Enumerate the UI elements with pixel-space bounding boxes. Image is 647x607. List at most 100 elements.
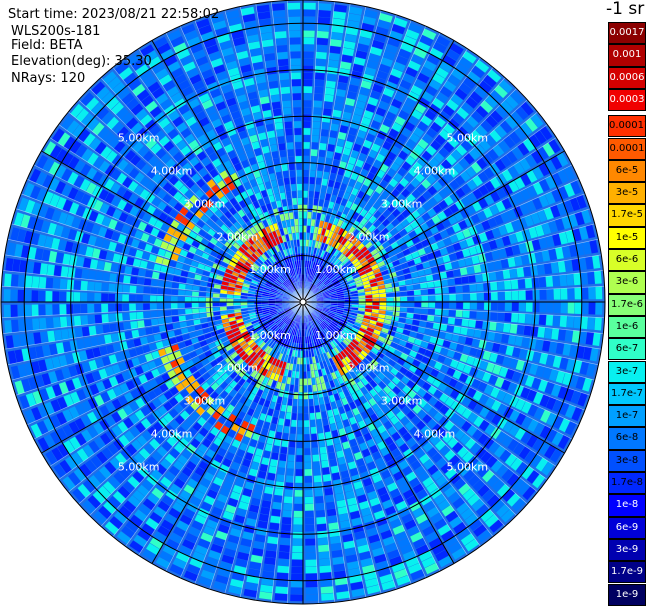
range-gate-cell (372, 403, 381, 413)
range-gate-cell (380, 227, 389, 236)
range-gate-cell (319, 284, 326, 290)
range-gate-cell (414, 226, 423, 235)
range-gate-cell (312, 447, 319, 455)
range-gate-cell (336, 345, 343, 353)
range-gate-cell (378, 390, 387, 399)
range-gate-cell (520, 173, 532, 186)
range-gate-cell (454, 381, 465, 391)
range-gate-cell (272, 10, 286, 18)
range-gate-cell (3, 289, 11, 302)
range-gate-cell (303, 37, 315, 45)
range-gate-cell (349, 438, 358, 447)
range-gate-cell (435, 256, 444, 265)
range-gate-cell (395, 371, 405, 380)
range-gate-cell (311, 254, 316, 262)
range-gate-cell (388, 346, 396, 354)
range-gate-cell (327, 144, 335, 152)
range-gate-cell (372, 367, 381, 375)
range-gate-cell (355, 345, 363, 353)
range-gate-cell (409, 150, 420, 161)
range-gate-cell (517, 142, 530, 156)
range-gate-cell (404, 121, 415, 132)
range-gate-cell (323, 200, 329, 208)
range-gate-cell (101, 282, 109, 292)
range-gate-cell (396, 327, 404, 334)
range-gate-cell (448, 309, 456, 317)
range-gate-cell (325, 317, 332, 322)
range-gate-cell (296, 448, 303, 455)
range-gate-cell (317, 355, 323, 363)
range-gate-cell (437, 499, 451, 511)
range-gate-cell (382, 376, 391, 385)
range-gate-cell (395, 500, 408, 511)
range-gate-cell (354, 356, 362, 364)
range-gate-cell (324, 87, 335, 96)
range-gate-cell (297, 204, 303, 212)
range-gate-cell (315, 248, 320, 256)
range-gate-cell (421, 212, 431, 222)
range-gate-cell (461, 396, 472, 407)
range-gate-cell (546, 412, 558, 427)
range-gate-cell (558, 401, 570, 416)
range-gate-cell (352, 407, 360, 416)
range-gate-cell (359, 327, 367, 333)
range-gate-cell (485, 396, 496, 409)
range-gate-cell (473, 415, 484, 428)
range-gate-cell (342, 284, 349, 289)
range-gate-cell (418, 471, 430, 482)
range-gate-cell (381, 269, 389, 276)
range-gate-cell (334, 328, 341, 335)
range-gate-cell (150, 279, 159, 287)
range-gate-cell (345, 200, 353, 209)
range-gate-cell (427, 288, 435, 295)
range-gate-cell (396, 237, 405, 246)
range-gate-cell (455, 187, 466, 198)
range-gate-cell (581, 209, 592, 224)
range-gate-cell (288, 16, 301, 24)
range-gate-cell (489, 129, 502, 143)
range-gate-cell (371, 347, 379, 355)
range-gate-cell (316, 523, 327, 532)
range-gate-cell (348, 317, 356, 322)
range-gate-cell (313, 191, 320, 199)
range-gate-cell (442, 302, 449, 309)
range-gate-cell (303, 218, 307, 226)
range-gate-cell (592, 255, 601, 269)
range-gate-cell (421, 91, 434, 103)
range-gate-cell (412, 394, 422, 404)
range-gate-cell (303, 156, 310, 163)
range-gate-cell (304, 420, 310, 428)
range-gate-cell (376, 363, 384, 371)
range-gate-cell (315, 318, 321, 325)
range-gate-cell (499, 120, 513, 134)
range-gate-cell (347, 13, 362, 22)
range-gate-cell (472, 479, 486, 492)
range-gate-cell (388, 105, 400, 115)
range-gate-cell (358, 199, 367, 208)
range-gate-cell (278, 551, 290, 560)
range-gate-cell (358, 302, 366, 305)
range-gate-cell (497, 312, 505, 322)
range-gate-cell (498, 302, 505, 311)
range-gate-cell (305, 566, 318, 574)
range-gate-cell (348, 332, 356, 339)
range-gate-cell (138, 268, 146, 277)
range-gate-cell (502, 488, 516, 502)
range-gate-cell (178, 283, 186, 290)
range-gate-cell (329, 264, 336, 271)
range-gate-cell (355, 231, 363, 240)
range-gate-cell (426, 281, 435, 288)
range-gate-cell (523, 266, 532, 277)
range-gate-cell (356, 364, 364, 372)
range-gate-cell (413, 313, 421, 320)
range-gate-cell (329, 293, 337, 296)
range-gate-cell (589, 347, 599, 362)
range-gate-cell (479, 393, 489, 405)
range-gate-cell (581, 302, 589, 315)
range-gate-cell (386, 306, 394, 311)
range-gate-cell (444, 262, 453, 271)
range-gate-cell (436, 371, 446, 381)
range-gate-cell (399, 366, 408, 375)
range-gate-cell (466, 115, 479, 128)
range-gate-cell (530, 326, 539, 337)
